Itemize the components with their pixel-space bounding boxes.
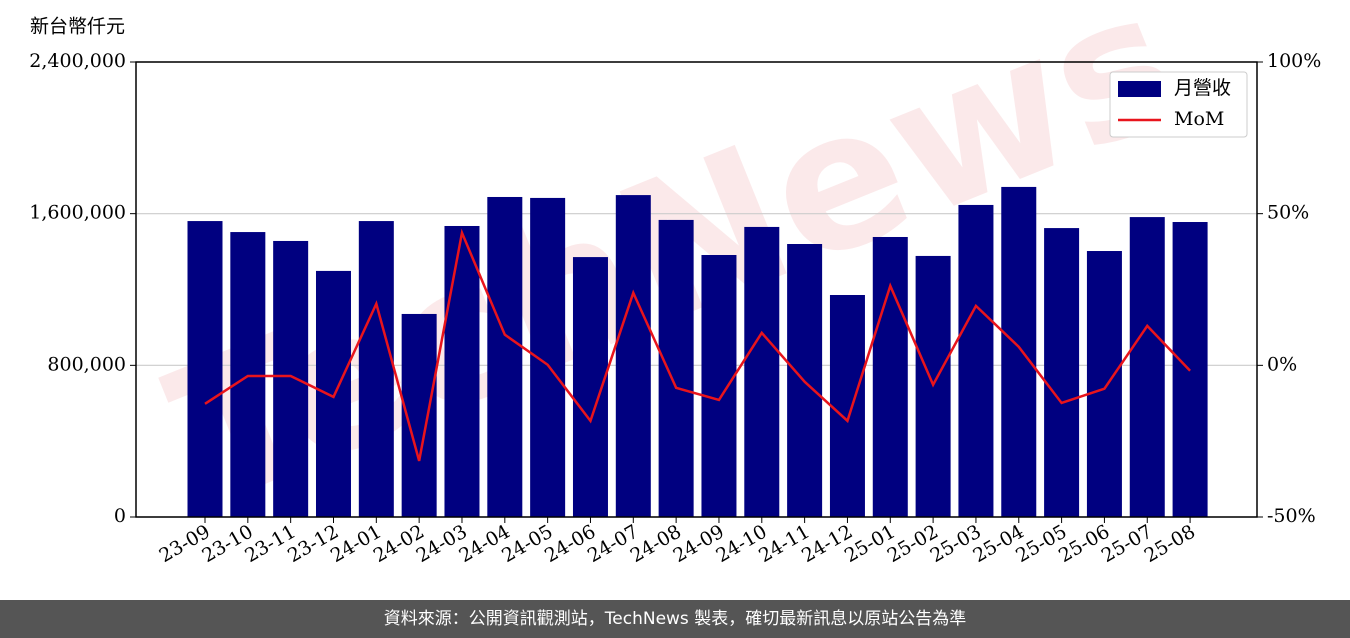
line [204, 228, 1191, 462]
bar [1129, 217, 1165, 517]
bar [230, 232, 266, 517]
footer-bar [0, 600, 1350, 638]
x-tick-label: 25-08 [1141, 521, 1199, 567]
y2-tick-label: 50% [1267, 202, 1309, 224]
y2-tick-label: -50% [1267, 505, 1316, 527]
y2-tick-label: 100% [1267, 50, 1321, 72]
legend-label: MoM [1174, 108, 1224, 130]
bar [273, 240, 309, 517]
bar [701, 254, 737, 517]
bar [872, 236, 908, 517]
plot-frame [135, 61, 1258, 518]
y-axis-label: 新台幣仟元 [30, 16, 125, 38]
bar [487, 196, 523, 517]
bar [958, 204, 994, 517]
y-tick-label: 2,400,000 [29, 50, 126, 72]
y2-tick-label: 0% [1267, 353, 1297, 375]
legend-label: 月營收 [1174, 77, 1231, 99]
bar [358, 221, 394, 517]
bar [744, 226, 780, 517]
y-tick-label: 0 [114, 505, 126, 527]
bar [444, 225, 480, 518]
legend-swatch [1118, 81, 1161, 97]
bar [1001, 186, 1037, 517]
bar [829, 294, 865, 517]
bar [1044, 228, 1080, 517]
y-tick-label: 1,600,000 [29, 202, 126, 224]
bar [187, 221, 223, 517]
y-tick-label: 800,000 [47, 353, 126, 375]
bar [658, 219, 694, 517]
bar [615, 195, 651, 517]
footer-text: 資料來源：公開資訊觀測站，TechNews 製表，確切最新訊息以原站公告為準 [384, 609, 966, 629]
bar [1086, 251, 1122, 517]
